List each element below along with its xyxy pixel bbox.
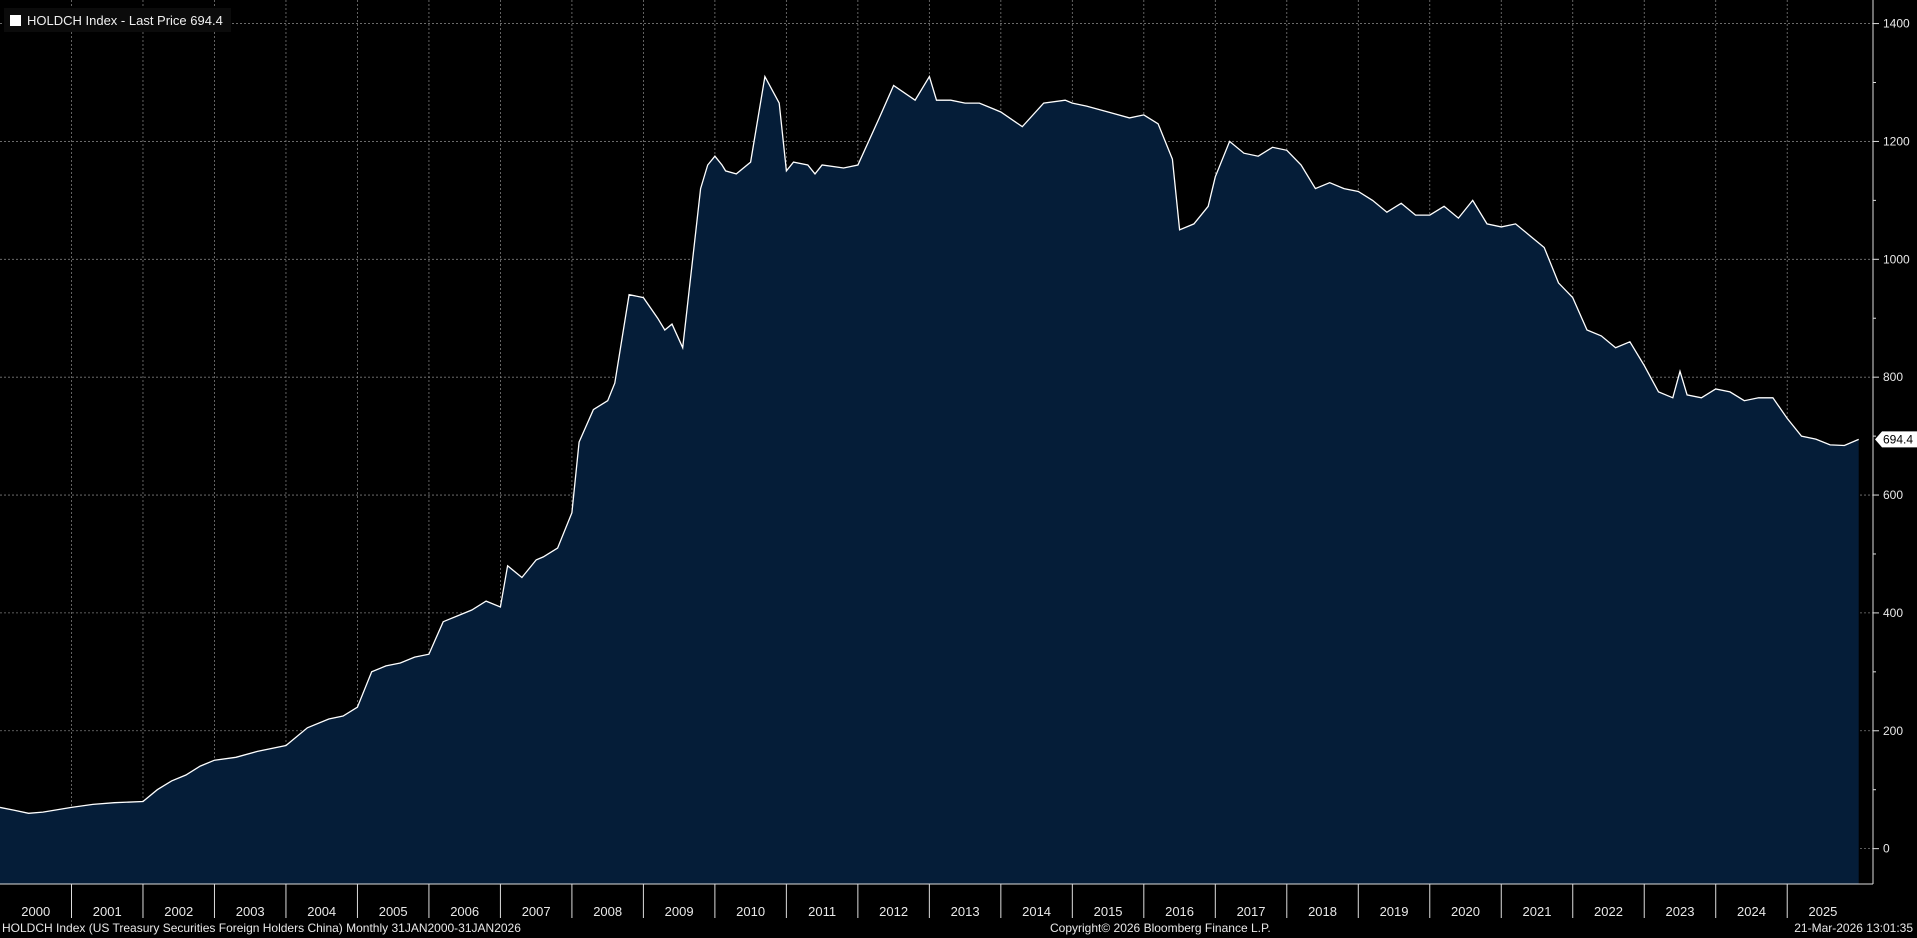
x-tick-label: 2016	[1165, 904, 1194, 919]
y-tick-label: 600	[1883, 488, 1903, 502]
x-tick-label: 2018	[1308, 904, 1337, 919]
x-tick-label: 2021	[1523, 904, 1552, 919]
x-axis: 2000 2001 2002 2003 2004 2005 2006 2007 2008 2009…	[0, 883, 1873, 919]
footer-description: HOLDCH Index (US Treasury Securities For…	[2, 921, 521, 935]
x-tick-label: 2008	[593, 904, 622, 919]
x-tick-label: 2007	[522, 904, 551, 919]
y-tick-label: 1200	[1883, 134, 1910, 148]
legend-swatch	[10, 14, 21, 26]
x-tick-label: 2023	[1666, 904, 1695, 919]
y-tick-label: 1400	[1883, 17, 1910, 31]
x-tick-label: 2002	[164, 904, 193, 919]
series-line	[0, 74, 1859, 814]
x-tick-label: 2012	[879, 904, 908, 919]
legend: HOLDCH Index - Last Price 694.4	[4, 8, 231, 32]
x-tick-label: 2011	[808, 904, 836, 919]
x-tick-label: 2005	[379, 904, 408, 919]
x-tick-label: 2003	[236, 904, 265, 919]
x-tick-label: 2014	[1022, 904, 1051, 919]
last-value-marker: 694.4	[1875, 431, 1917, 448]
footer: HOLDCH Index (US Treasury Securities For…	[0, 919, 1917, 938]
x-tick-label: 2009	[665, 904, 694, 919]
last-value-label: 694.4	[1883, 432, 1913, 446]
x-tick-label: 2025	[1808, 904, 1837, 919]
y-tick-label: 800	[1883, 370, 1903, 384]
x-tick-label: 2001	[93, 904, 122, 919]
x-tick-label: 2017	[1237, 904, 1266, 919]
x-tick-label: 2013	[951, 904, 980, 919]
series-area	[0, 76, 1859, 885]
x-tick-label: 2000	[21, 904, 50, 919]
x-tick-label: 2006	[450, 904, 479, 919]
last-value-tag	[1875, 431, 1917, 448]
y-tick-label: 0	[1883, 842, 1890, 856]
x-tick-label: 2019	[1380, 904, 1409, 919]
x-tick-label: 2020	[1451, 904, 1480, 919]
y-tick-label: 400	[1883, 606, 1903, 620]
footer-timestamp: 21-Mar-2026 13:01:35	[1794, 921, 1913, 935]
x-tick-label: 2022	[1594, 904, 1623, 919]
footer-copyright: Copyright© 2026 Bloomberg Finance L.P.	[1050, 921, 1271, 935]
legend-label: HOLDCH Index - Last Price 694.4	[27, 12, 223, 28]
y-tick-label: 1000	[1883, 252, 1910, 266]
y-tick-label: 200	[1883, 724, 1903, 738]
y-axis: 0 200 400 600 800 1000 1200 1400	[1872, 0, 1910, 884]
x-tick-label: 2004	[307, 904, 336, 919]
x-tick-label: 2015	[1094, 904, 1123, 919]
x-tick-label: 2010	[736, 904, 765, 919]
x-tick-label: 2024	[1737, 904, 1766, 919]
